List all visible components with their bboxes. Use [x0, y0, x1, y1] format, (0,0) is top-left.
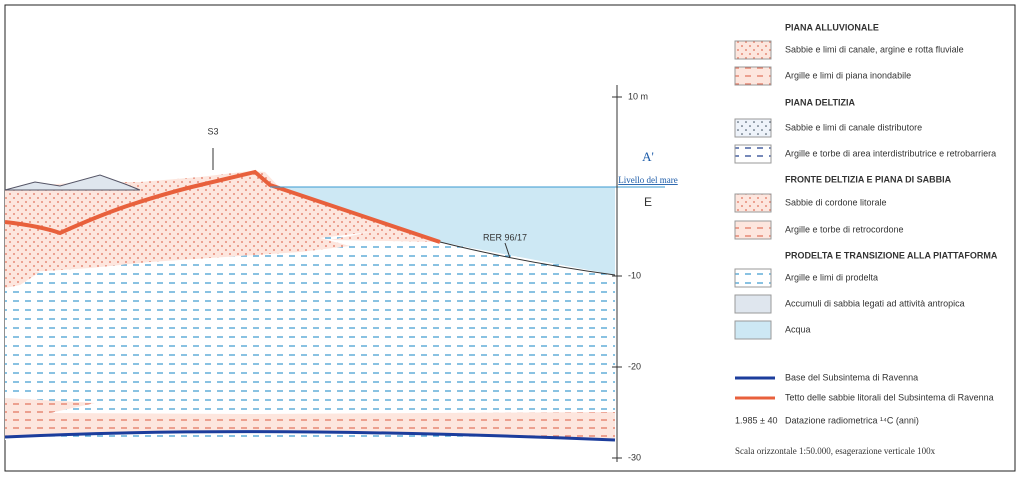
legend-swatch: [735, 119, 771, 137]
anthropic-sand: [5, 175, 140, 190]
legend-item: Accumuli di sabbia legati ad attività an…: [785, 298, 965, 308]
tick-label: -20: [628, 361, 641, 371]
legend: PIANA ALLUVIONALE Sabbie e limi di canale…: [735, 22, 998, 456]
tick-label: -30: [628, 452, 641, 462]
legend-swatch: [735, 145, 771, 163]
page: S3 A' Livello del mare E RER 96/17 10 m -…: [0, 0, 1020, 481]
legend-item: Argille e torbe di area interdistributri…: [785, 148, 996, 158]
legend-item: Sabbie di cordone litorale: [785, 197, 887, 207]
legend-item: Argille e limi di piana inondabile: [785, 70, 911, 80]
legend-swatch: [735, 194, 771, 212]
legend-swatch: [735, 321, 771, 339]
tick-label: -10: [628, 270, 641, 280]
legend-item: Sabbie e limi di canale distributore: [785, 122, 922, 132]
diagram: S3 A' Livello del mare E RER 96/17 10 m -…: [0, 0, 1020, 476]
legend-group-title: FRONTE DELTIZIA E PIANA DI SABBIA: [785, 174, 952, 184]
legend-swatch: [735, 221, 771, 239]
scale-note: Scala orizzontale 1:50.000, esagerazione…: [735, 446, 936, 456]
legend-item: Argille e torbe di retrocordone: [785, 224, 904, 234]
legend-swatch: [735, 67, 771, 85]
well-label: S3: [207, 126, 218, 136]
section-end: A': [642, 149, 654, 164]
legend-group-title: PIANA ALLUVIONALE: [785, 22, 879, 32]
core-label: RER 96/17: [483, 232, 527, 242]
legend-item: Acqua: [785, 324, 811, 334]
legend-item: Tetto delle sabbie litorali del Subsinte…: [785, 392, 994, 402]
dating-sample: 1.985 ± 40: [735, 415, 777, 425]
dating-label: Datazione radiometrica ¹⁴C (anni): [785, 415, 919, 425]
legend-swatch: [735, 295, 771, 313]
legend-group-title: PIANA DELTIZIA: [785, 97, 855, 107]
tick-label: 10 m: [628, 91, 648, 101]
legend-swatch: [735, 41, 771, 59]
legend-item: Argille e limi di prodelta: [785, 272, 878, 282]
legend-group-title: PRODELTA E TRANSIZIONE ALLA PIATTAFORMA: [785, 250, 998, 260]
legend-item: Base del Subsintema di Ravenna: [785, 372, 918, 382]
legend-swatch: [735, 269, 771, 287]
direction: E: [644, 195, 652, 209]
legend-item: Sabbie e limi di canale, argine e rotta …: [785, 44, 964, 54]
sea-level-label: Livello del mare: [618, 175, 677, 185]
